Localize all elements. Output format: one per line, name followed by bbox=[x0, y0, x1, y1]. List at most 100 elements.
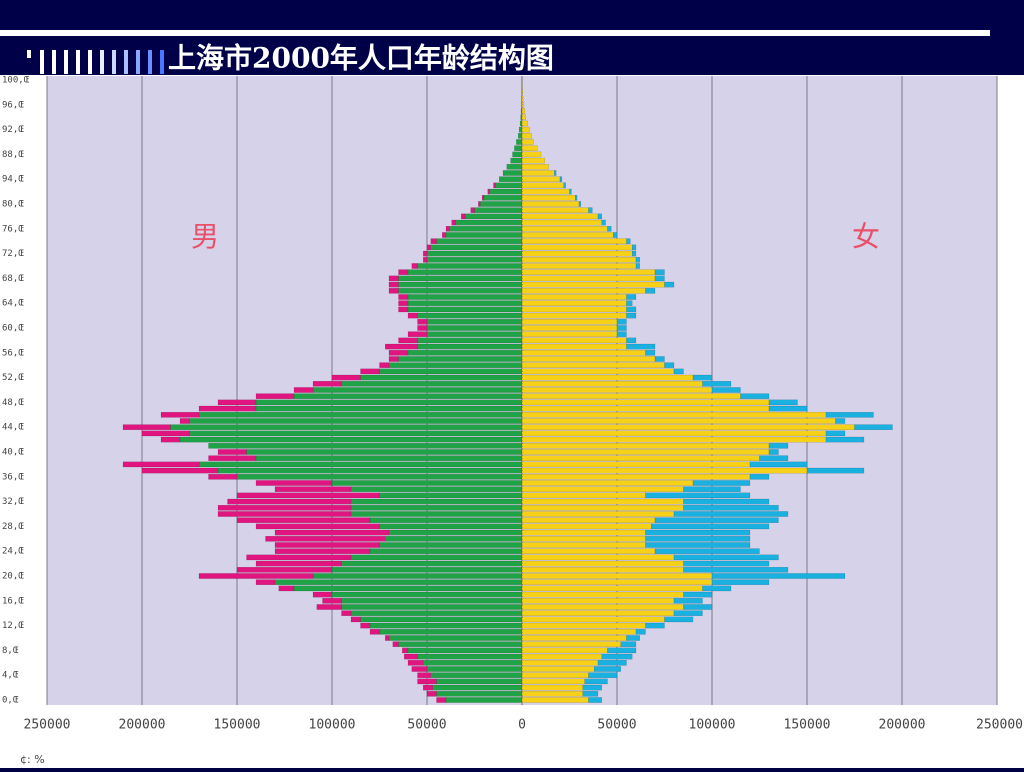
bar bbox=[627, 338, 637, 343]
bar bbox=[579, 201, 581, 206]
bar bbox=[522, 201, 579, 206]
bar bbox=[589, 697, 602, 702]
x-tick-label: 50000 bbox=[407, 718, 446, 733]
bar bbox=[684, 561, 770, 566]
bar bbox=[471, 208, 475, 213]
bar bbox=[275, 487, 351, 492]
y-tick-label: 12,Œ bbox=[2, 621, 24, 631]
bar bbox=[522, 356, 655, 361]
bar bbox=[361, 617, 523, 622]
y-tick-label: 16,Œ bbox=[2, 596, 24, 606]
bar bbox=[522, 245, 632, 250]
bar bbox=[418, 679, 437, 684]
bar bbox=[190, 418, 523, 423]
bar bbox=[427, 325, 522, 330]
bar bbox=[522, 332, 617, 337]
bar bbox=[826, 437, 864, 442]
bar bbox=[627, 635, 640, 640]
bar bbox=[598, 214, 602, 219]
bar bbox=[522, 443, 769, 448]
bar bbox=[450, 226, 522, 231]
bar bbox=[554, 170, 556, 175]
bar bbox=[294, 394, 522, 399]
bar bbox=[399, 288, 523, 293]
bar bbox=[342, 598, 523, 603]
bar bbox=[513, 152, 523, 157]
bar bbox=[570, 189, 572, 194]
y-tick-label: 20,Œ bbox=[2, 572, 24, 582]
y-tick-label: 76,Œ bbox=[2, 224, 24, 234]
bar bbox=[279, 586, 294, 591]
y-tick-label: 8,Œ bbox=[2, 646, 19, 656]
bar bbox=[522, 499, 684, 504]
bar bbox=[855, 425, 893, 430]
bar bbox=[218, 468, 522, 473]
bar bbox=[522, 425, 855, 430]
bar bbox=[408, 294, 522, 299]
bar bbox=[750, 474, 769, 479]
bar bbox=[522, 418, 836, 423]
bar bbox=[636, 629, 646, 634]
bar bbox=[522, 511, 674, 516]
bar bbox=[522, 474, 750, 479]
bar bbox=[522, 462, 750, 467]
bar bbox=[522, 363, 665, 368]
bar bbox=[342, 381, 523, 386]
bar bbox=[317, 604, 342, 609]
bar bbox=[427, 691, 437, 696]
bar bbox=[522, 195, 575, 200]
bar bbox=[256, 480, 332, 485]
bar bbox=[294, 586, 522, 591]
bar bbox=[608, 648, 637, 653]
bar bbox=[522, 567, 684, 572]
bar bbox=[836, 418, 846, 423]
bar bbox=[423, 685, 433, 690]
bar bbox=[423, 660, 522, 665]
bar bbox=[522, 480, 693, 485]
bar bbox=[522, 146, 537, 151]
y-tick-label: 52,Œ bbox=[2, 373, 24, 383]
bar bbox=[522, 598, 674, 603]
bar bbox=[522, 344, 627, 349]
bar bbox=[237, 493, 380, 498]
bar bbox=[332, 375, 361, 380]
bar bbox=[418, 344, 523, 349]
bar bbox=[522, 394, 741, 399]
bar bbox=[456, 220, 523, 225]
x-tick-label: 150000 bbox=[784, 718, 831, 733]
bar bbox=[651, 524, 769, 529]
bar bbox=[412, 666, 427, 671]
bar bbox=[199, 412, 522, 417]
bar bbox=[418, 263, 523, 268]
y-tick-label: 94,Œ bbox=[2, 175, 24, 185]
bar bbox=[514, 146, 522, 151]
bar bbox=[522, 189, 570, 194]
bar bbox=[522, 338, 627, 343]
bar bbox=[480, 201, 522, 206]
bar bbox=[703, 586, 732, 591]
bar bbox=[418, 338, 523, 343]
bar bbox=[418, 325, 428, 330]
bar bbox=[684, 487, 741, 492]
bar bbox=[522, 573, 712, 578]
bar bbox=[522, 449, 769, 454]
x-tick-label: 100000 bbox=[689, 718, 736, 733]
bar bbox=[646, 536, 751, 541]
bar bbox=[522, 617, 665, 622]
bar bbox=[256, 400, 522, 405]
bar bbox=[266, 536, 386, 541]
y-tick-label: 36,Œ bbox=[2, 472, 24, 482]
bar bbox=[826, 412, 874, 417]
bar bbox=[560, 177, 562, 182]
bar bbox=[247, 555, 352, 560]
bar bbox=[399, 294, 409, 299]
bar bbox=[332, 480, 522, 485]
bar bbox=[674, 598, 703, 603]
bar bbox=[575, 195, 577, 200]
bar bbox=[693, 375, 712, 380]
bar bbox=[655, 518, 779, 523]
bar bbox=[494, 183, 496, 188]
bar bbox=[313, 573, 522, 578]
bar bbox=[522, 301, 627, 306]
x-tick-label: 200000 bbox=[879, 718, 926, 733]
